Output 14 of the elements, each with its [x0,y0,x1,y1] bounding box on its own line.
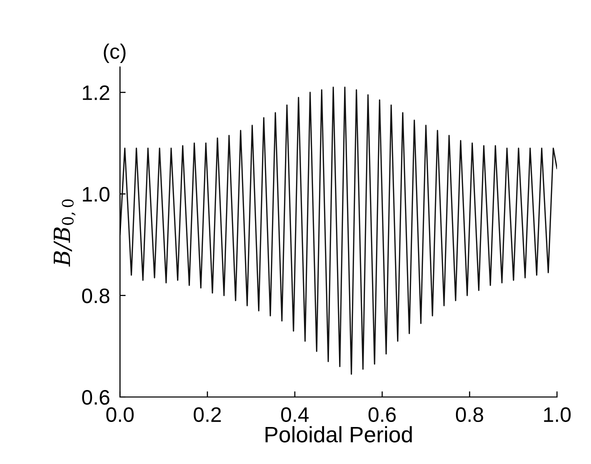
x-tick-label: 0.0 [106,407,134,422]
y-tick-label: 1.2 [82,85,110,100]
x-tick-label: 0.4 [281,407,309,422]
y-tick-label: 0.6 [82,390,110,405]
y-tick-label: 1.0 [82,186,110,202]
x-tick-label: 0.2 [194,407,221,422]
x-tick-label: 1.0 [544,407,571,422]
line-series [120,86,557,375]
x-tick-label: 0.6 [368,407,396,422]
chart-title: (c) [104,44,126,63]
x-axis-title: Poloidal Period [266,426,412,442]
y-axis-title: B/B$_{0,0}$ [54,199,76,267]
x-tick-label: 0.8 [456,407,484,422]
y-tick-label: 0.8 [82,288,110,304]
